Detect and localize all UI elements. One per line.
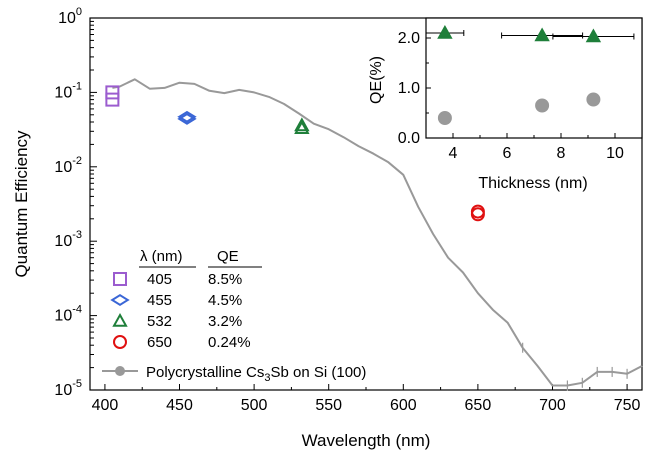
- inset-point-triangle: [585, 28, 602, 43]
- main-y-tick-label: 10-1: [54, 80, 82, 101]
- main-x-tick-label: 650: [465, 397, 492, 414]
- main-x-tick-label: 700: [539, 397, 566, 414]
- main-y-tick-label: 10-3: [54, 229, 82, 250]
- inset-point-triangle: [534, 27, 550, 42]
- cs3sb-curve-line: [112, 78, 643, 387]
- main-y-tick-base: 10: [54, 84, 72, 101]
- main-y-tick-base: 10: [54, 382, 72, 399]
- legend-marker-405: [113, 272, 127, 286]
- inset-point-circle: [586, 92, 601, 107]
- legend-curve-marker: [115, 366, 125, 376]
- qe-point-650: [470, 207, 485, 222]
- main-x-tick-label: 550: [315, 397, 342, 414]
- main-y-tick-base: 10: [58, 10, 76, 27]
- legend: λ (nm) QE 405 8.5%455 4.5%532 3.2%650 0.24% …: [102, 248, 366, 384]
- main-y-tick-exp: -5: [72, 378, 82, 390]
- inset-x-tick-label: 6: [503, 145, 512, 162]
- inset-y-tick-label: 0.0: [398, 130, 420, 147]
- legend-qe-value: 3.2%: [208, 313, 242, 330]
- main-y-tick-label: 100: [58, 6, 82, 27]
- inset-x-tick-label: 8: [557, 145, 566, 162]
- inset-y-axis-label: QE(%): [368, 56, 385, 104]
- main-y-tick-exp: -1: [72, 80, 82, 92]
- qe-point-405: [105, 92, 120, 107]
- legend-curve-label-b: Sb on Si (100): [271, 364, 367, 381]
- inset-y-tick-label: 2.0: [398, 30, 420, 47]
- inset-point-circle: [437, 111, 452, 125]
- inset-point-triangle: [437, 24, 453, 39]
- legend-marker-650: [113, 335, 127, 349]
- main-x-tick-label: 600: [390, 397, 417, 414]
- inset-y-tick-label: 1.0: [398, 80, 420, 97]
- main-y-tick-base: 10: [54, 159, 72, 176]
- legend-curve-label-a: Polycrystalline Cs: [146, 364, 264, 381]
- main-y-tick-label: 10-4: [54, 304, 82, 325]
- main-x-tick-label: 400: [92, 397, 119, 414]
- legend-marker-532: [112, 312, 128, 327]
- main-y-axis-label: Quantum Efficiency: [12, 130, 31, 278]
- qe-point-532: [294, 117, 310, 132]
- main-y-tick-exp: 0: [76, 6, 82, 18]
- main-y-tick-label: 10-2: [54, 155, 82, 176]
- main-y-tick-exp: -2: [72, 155, 82, 167]
- legend-curve-label: Polycrystalline Cs3Sb on Si (100): [146, 364, 366, 384]
- main-y-tick-exp: -4: [72, 304, 82, 316]
- main-x-tick-label: 500: [241, 397, 268, 414]
- main-y-tick-label: 10-5: [54, 378, 82, 399]
- qe-point-455: [177, 112, 197, 125]
- legend-lambda-value: 455: [147, 292, 172, 309]
- legend-marker-455: [110, 294, 130, 306]
- legend-qe-value: 4.5%: [208, 292, 242, 309]
- inset-x-axis-label: Thickness (nm): [478, 175, 587, 192]
- qe-point-455: [177, 110, 197, 123]
- inset-point-circle: [535, 98, 550, 113]
- main-y-tick-base: 10: [54, 308, 72, 325]
- main-x-tick-label: 450: [166, 397, 193, 414]
- legend-lambda-value: 405: [147, 271, 172, 288]
- main-y-tick-exp: -3: [72, 229, 82, 241]
- main-x-axis-label: Wavelength (nm): [302, 431, 431, 450]
- legend-header-qe: QE: [217, 248, 239, 265]
- inset-x-tick-label: 10: [606, 145, 624, 162]
- legend-lambda-value: 532: [147, 313, 172, 330]
- main-y-tick-base: 10: [54, 233, 72, 250]
- qe-point-532: [294, 120, 310, 135]
- legend-curve-label-sub: 3: [264, 372, 270, 384]
- main-x-tick-label: 750: [614, 397, 641, 414]
- legend-lambda-value: 650: [147, 334, 172, 351]
- qe-point-405: [105, 85, 120, 100]
- legend-qe-value: 0.24%: [208, 334, 251, 351]
- legend-qe-value: 8.5%: [208, 271, 242, 288]
- inset-x-tick-label: 4: [449, 145, 458, 162]
- legend-header-lambda: λ (nm): [140, 248, 183, 265]
